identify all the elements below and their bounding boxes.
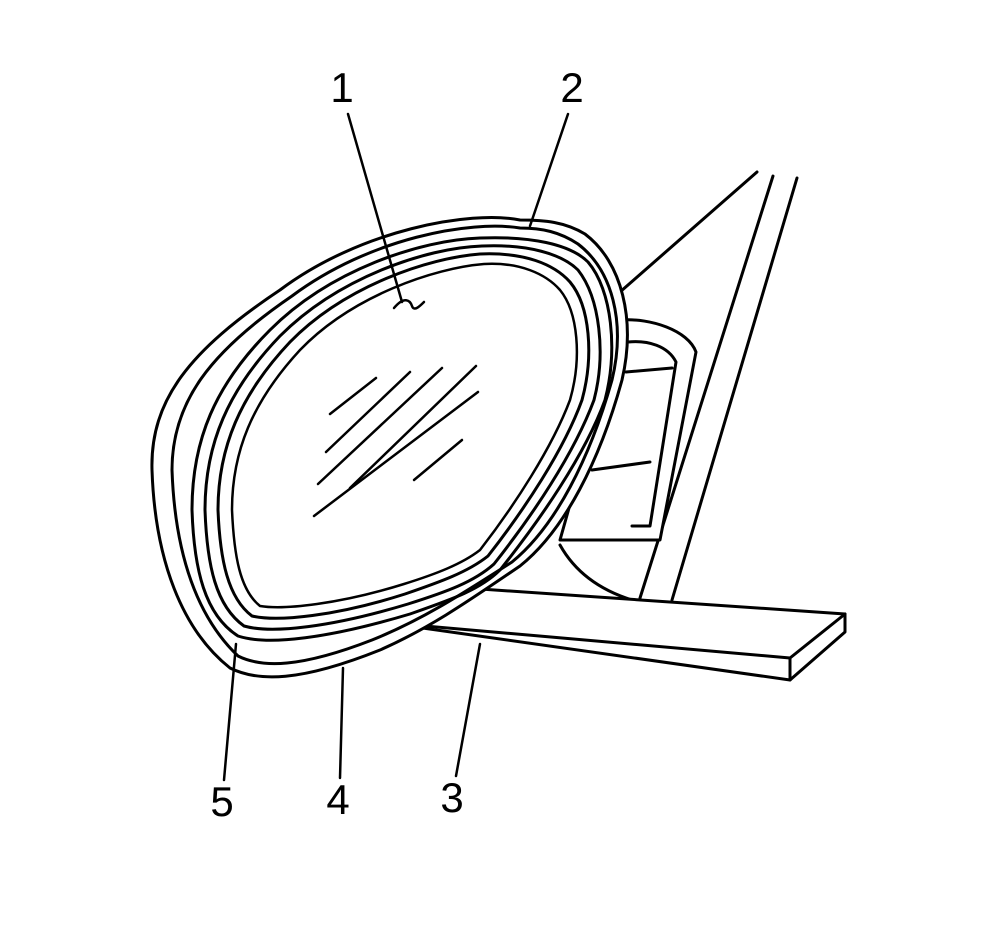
callout-1: 1	[330, 64, 353, 111]
mirror-glass	[216, 252, 591, 620]
leader-3	[454, 642, 482, 778]
callout-5: 5	[210, 778, 233, 825]
mirror-glass-frame	[190, 236, 614, 642]
callout-2: 2	[560, 64, 583, 111]
leader-2	[528, 112, 570, 228]
leader-4	[338, 666, 345, 780]
callout-labels: 1 2 3 4 5	[210, 64, 583, 825]
callout-4: 4	[326, 776, 349, 823]
mirror-mount-bracket	[558, 318, 698, 602]
glass-glare-marks	[312, 364, 480, 518]
trim-tool	[378, 586, 847, 682]
leader-lines	[222, 112, 570, 782]
leader-5	[222, 642, 238, 782]
callout-3: 3	[440, 774, 463, 821]
leader-1	[346, 112, 404, 304]
